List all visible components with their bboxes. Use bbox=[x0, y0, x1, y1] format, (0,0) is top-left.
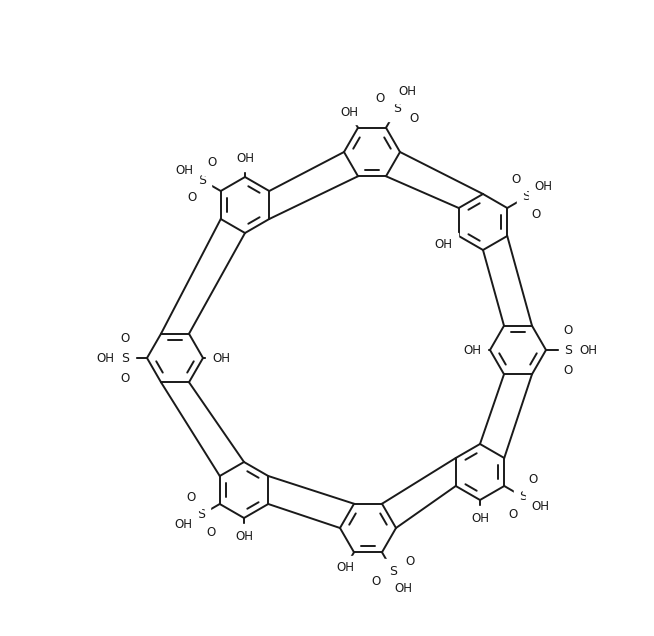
Text: OH: OH bbox=[579, 343, 597, 357]
Text: O: O bbox=[120, 371, 129, 385]
Text: OH: OH bbox=[235, 530, 253, 543]
Text: O: O bbox=[511, 173, 521, 186]
Text: S: S bbox=[198, 174, 206, 186]
Text: O: O bbox=[563, 324, 573, 336]
Text: OH: OH bbox=[471, 511, 489, 525]
Text: O: O bbox=[206, 526, 215, 539]
Text: OH: OH bbox=[434, 238, 452, 251]
Text: S: S bbox=[121, 352, 129, 364]
Text: S: S bbox=[389, 565, 397, 577]
Text: S: S bbox=[197, 509, 205, 522]
Text: OH: OH bbox=[175, 518, 192, 532]
Text: O: O bbox=[409, 112, 419, 125]
Text: S: S bbox=[393, 102, 401, 115]
Text: OH: OH bbox=[534, 181, 553, 193]
Text: O: O bbox=[375, 92, 385, 105]
Text: OH: OH bbox=[175, 163, 194, 177]
Text: O: O bbox=[532, 208, 541, 221]
Text: S: S bbox=[523, 191, 530, 204]
Text: O: O bbox=[207, 156, 216, 169]
Text: O: O bbox=[186, 491, 196, 504]
Text: O: O bbox=[509, 508, 518, 521]
Text: OH: OH bbox=[394, 582, 412, 595]
Text: OH: OH bbox=[398, 85, 416, 98]
Text: OH: OH bbox=[340, 106, 358, 119]
Text: OH: OH bbox=[463, 343, 481, 357]
Text: O: O bbox=[187, 191, 196, 204]
Text: O: O bbox=[563, 364, 573, 377]
Text: OH: OH bbox=[96, 352, 114, 364]
Text: O: O bbox=[405, 555, 415, 568]
Text: OH: OH bbox=[236, 153, 254, 165]
Text: O: O bbox=[371, 575, 381, 588]
Text: O: O bbox=[528, 473, 538, 486]
Text: OH: OH bbox=[336, 562, 354, 574]
Text: OH: OH bbox=[532, 501, 549, 513]
Text: S: S bbox=[564, 343, 572, 357]
Text: S: S bbox=[519, 490, 527, 504]
Text: O: O bbox=[120, 331, 129, 345]
Text: OH: OH bbox=[212, 352, 230, 364]
